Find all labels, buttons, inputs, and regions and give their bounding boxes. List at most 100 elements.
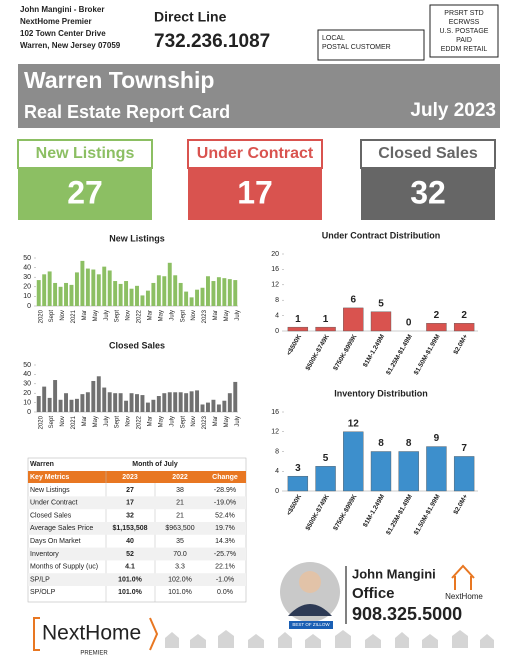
bar — [156, 396, 161, 412]
footer: BEST OF ZILLOW John Mangini Office 908.3… — [33, 562, 494, 657]
table-cell: 21 — [176, 500, 184, 507]
data-label: 3 — [295, 463, 301, 474]
header-cell: Change — [212, 474, 238, 481]
bar — [145, 290, 150, 306]
data-label: 8 — [406, 438, 412, 449]
x-tick-label: Nov — [191, 310, 197, 321]
bar — [178, 392, 183, 412]
postage-line: PAID — [456, 37, 472, 44]
stat-value: 27 — [67, 174, 103, 210]
logo-brackets — [33, 617, 159, 651]
data-label: 0 — [406, 318, 412, 329]
bar — [107, 392, 112, 412]
x-tick-label: $1M-1.249M — [362, 333, 386, 368]
bar — [107, 270, 112, 306]
x-tick-label: Nov — [60, 416, 66, 427]
x-tick-label: 2022 — [137, 415, 143, 429]
x-tick-label: Nov — [191, 416, 197, 427]
bar — [135, 285, 139, 306]
postage-box — [429, 4, 499, 58]
logo-small: NextHome — [445, 592, 483, 601]
x-tick-label: July — [169, 310, 175, 321]
x-tick-label: $2.0M+ — [452, 333, 469, 356]
y-tick-label: 4 — [275, 468, 279, 475]
header-cell: 2022 — [172, 474, 188, 481]
agent-line: John Mangini - Broker — [20, 5, 104, 14]
x-tick-label: $750K-$999K — [332, 333, 358, 372]
stat-label: New Listings — [36, 145, 135, 162]
bar — [189, 297, 194, 306]
bar — [85, 268, 90, 306]
table-cell: -1.0% — [216, 576, 234, 583]
x-tick-label: $500K-$749K — [304, 493, 330, 532]
stat-boxes: New Listings 27 Under Contract 17 Closed… — [17, 139, 496, 220]
y-tick-label: 12 — [271, 429, 279, 436]
logo-house — [451, 564, 475, 590]
banner-title: Warren Township — [24, 67, 214, 93]
stat-header — [187, 139, 323, 169]
table-cell: 70.0 — [173, 551, 187, 558]
table-cell: 35 — [176, 538, 184, 545]
table-title: Warren — [30, 461, 54, 468]
row-shade — [28, 573, 246, 586]
agent-name: John Mangini — [352, 566, 436, 581]
bar — [156, 275, 161, 306]
x-tick-label: $500K-$749K — [304, 333, 330, 372]
bar — [162, 276, 167, 306]
bar — [211, 281, 216, 306]
bar — [184, 393, 189, 412]
x-tick-label: Sept — [49, 416, 55, 429]
y-tick-label: 40 — [23, 264, 31, 271]
data-label: 12 — [348, 418, 360, 429]
bar — [233, 280, 238, 306]
bar — [173, 392, 178, 412]
row-shade — [28, 547, 246, 561]
table-cell: 40 — [126, 538, 134, 545]
data-label: 7 — [461, 443, 467, 454]
y-tick-label: 0 — [275, 328, 279, 335]
row-shade — [28, 522, 246, 535]
y-tick-label: 40 — [23, 371, 31, 378]
table-cell: -28.9% — [214, 487, 236, 494]
row-shade — [28, 496, 246, 510]
table-cell: Months of Supply (uc) — [30, 564, 98, 571]
bar — [80, 394, 85, 412]
x-tick-label: 2023 — [202, 309, 208, 323]
header-cell: 2023 — [122, 474, 138, 481]
x-tick-label: May — [224, 310, 230, 321]
bar — [206, 276, 210, 306]
photo-face — [299, 571, 321, 593]
bar — [216, 277, 221, 306]
x-tick-label: $1M-1.249M — [362, 493, 386, 528]
x-tick-label: July — [104, 416, 110, 427]
postage-line: PRSRT STD — [444, 10, 483, 17]
table-cell: 4.1 — [125, 564, 135, 571]
table-cell: 32 — [126, 512, 134, 519]
postage-line: ECRWSS — [449, 19, 480, 26]
bar — [91, 380, 96, 412]
y-tick-label: 0 — [27, 409, 31, 416]
agent-line: Warren, New Jersey 07059 — [20, 41, 121, 50]
bar — [151, 399, 156, 412]
x-tick-label: Mar — [213, 416, 219, 426]
photo-suit — [288, 604, 332, 616]
metrics-table: Warren Month of July Key Metrics 2023 2022 Ch… — [27, 457, 247, 603]
x-tick-label: Mar — [213, 310, 219, 320]
data-label: 2 — [434, 310, 440, 321]
x-tick-label: Nov — [126, 310, 132, 321]
bar — [453, 456, 475, 492]
x-tick-label: 2020 — [38, 415, 44, 429]
bar — [118, 393, 123, 412]
x-tick-label: Nov — [126, 416, 132, 427]
bar — [227, 279, 232, 306]
bar — [398, 451, 419, 492]
x-tick-label: Sept — [115, 416, 121, 429]
table-cell: -25.7% — [214, 551, 236, 558]
bar — [102, 387, 107, 412]
chart-title: Under Contract Distribution — [322, 230, 441, 240]
stat-value: 17 — [237, 174, 273, 210]
bar — [58, 286, 63, 306]
table-cell: Under Contract — [30, 500, 78, 507]
